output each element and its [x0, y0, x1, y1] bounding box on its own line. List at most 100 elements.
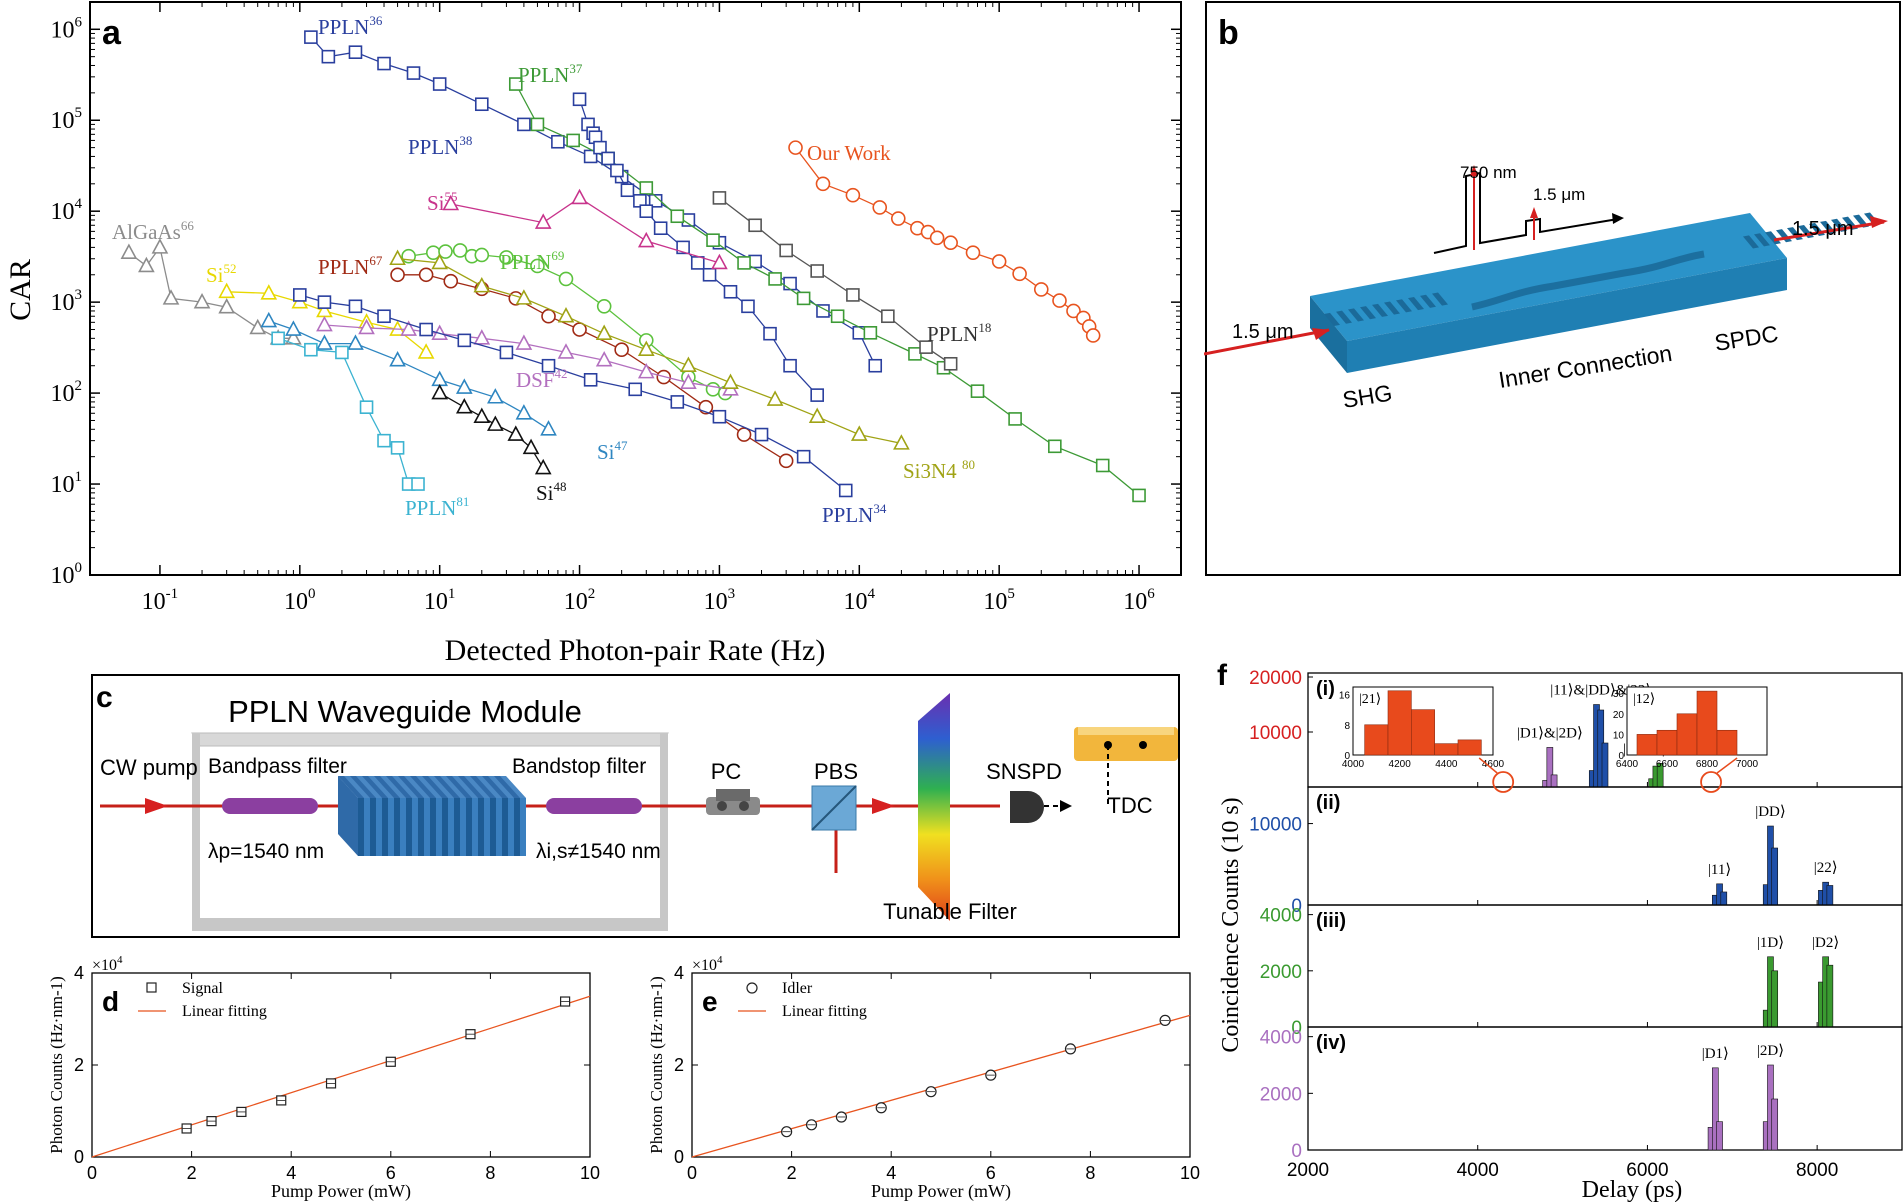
data-point	[321, 49, 336, 64]
peak-label: |11⟩	[1708, 862, 1731, 878]
zoom-marker-12	[1700, 771, 1722, 793]
data-point	[377, 309, 391, 324]
data-point	[991, 254, 1007, 269]
y-tick-label: 0	[74, 1147, 84, 1167]
inset-bar	[1636, 734, 1658, 756]
data-point	[768, 272, 782, 286]
data-point	[515, 289, 533, 305]
data-point	[639, 204, 654, 218]
y-tick-label: 103	[51, 287, 83, 316]
series-algaas66	[120, 238, 302, 345]
series-ppln34	[293, 288, 853, 498]
bandpass-filter	[222, 798, 318, 814]
inset-x-tick: 7000	[1736, 759, 1759, 770]
x-tick-label: 106	[1123, 586, 1155, 615]
inset-y-tick: 16	[1339, 691, 1351, 702]
label-input-wavelength: 1.5 μm	[1232, 321, 1294, 343]
data-point	[706, 233, 720, 247]
data-point	[455, 378, 473, 394]
legend-marker-label: Idler	[782, 980, 813, 997]
tdc-box	[1074, 727, 1178, 761]
data-point	[540, 420, 557, 436]
histogram-bar	[1712, 1067, 1719, 1151]
data-point	[810, 388, 824, 402]
panel-label-f: f	[1217, 659, 1228, 692]
x-tick-label: 4	[886, 1163, 896, 1183]
panel-label-a: a	[102, 14, 122, 52]
data-point	[359, 400, 374, 414]
peak-label: |2D⟩	[1757, 1043, 1784, 1059]
inset-bar	[1434, 743, 1459, 756]
inset-histogram: 6400 6600 6800 7000 0 10 20 30 |12⟩	[1613, 686, 1768, 770]
y-tick-label: 104	[51, 196, 83, 225]
inset-x-tick: 4200	[1389, 759, 1412, 770]
data-point	[712, 191, 727, 205]
y-tick-label: 106	[51, 14, 83, 43]
data-point	[1066, 303, 1081, 319]
data-point	[120, 243, 138, 259]
data-point	[778, 453, 794, 469]
data-point	[676, 240, 690, 255]
data-point	[260, 311, 278, 328]
y-tick-label: 2	[674, 1055, 684, 1075]
y-tick-label: 20000	[1249, 668, 1302, 689]
data-point	[534, 458, 552, 475]
peak-label: |D1⟩&|2D⟩	[1517, 725, 1583, 741]
y-axis-label: CAR	[4, 259, 37, 321]
series-ppln38	[572, 92, 824, 402]
data-point	[347, 334, 364, 350]
x-tick-label: 2000	[1287, 1160, 1329, 1181]
ppln-crystal	[338, 776, 526, 856]
zoom-marker-21	[1492, 771, 1515, 793]
data-point	[628, 382, 643, 397]
inset-bar	[1656, 729, 1678, 756]
x-tick-label: 4000	[1457, 1160, 1499, 1181]
data-point	[610, 163, 624, 178]
x-axis-label: Pump Power (mW)	[271, 1181, 411, 1202]
data-point	[680, 356, 697, 373]
data-point	[455, 397, 473, 414]
y-tick-label: 10000	[1249, 815, 1302, 836]
input-beam	[1204, 328, 1330, 356]
label-lambda-p: λp=1540 nm	[208, 840, 324, 863]
inset-bar	[1676, 713, 1698, 756]
snspd-detector	[1010, 791, 1044, 823]
inset-x-tick: 6600	[1656, 759, 1679, 770]
data-point	[846, 288, 860, 302]
data-point	[965, 245, 981, 260]
data-point	[432, 77, 447, 91]
inset-x-tick: 4400	[1435, 759, 1458, 770]
y-axis-label: Photon Counts (Hz·nm-1)	[47, 976, 66, 1154]
label-output-wavelength: 1.5 μm	[1792, 218, 1854, 240]
series-ppln81	[271, 331, 425, 491]
data-point	[690, 256, 705, 270]
y-tick-label: 0	[1291, 1018, 1302, 1039]
legend-line-label: Linear fitting	[782, 1003, 867, 1020]
data-point	[473, 276, 491, 293]
inset-y-tick: 30	[1613, 689, 1625, 700]
data-point	[522, 438, 540, 455]
y-multiplier: ×104	[92, 955, 123, 974]
data-point	[1048, 439, 1062, 454]
data-point	[138, 256, 155, 273]
data-point	[317, 295, 332, 309]
panel-e-chart: e 0 2 4 6 8 10 0 2 4 ×104 Pump Power (mW) Photon Cou…	[647, 955, 1200, 1202]
label-snspd: SNSPD	[986, 759, 1062, 784]
data-point	[810, 264, 824, 278]
annotation-ppln81: PPLN81	[405, 494, 469, 520]
data-point	[595, 351, 613, 367]
annotation-ppln67: PPLN67	[318, 253, 383, 279]
data-point	[487, 415, 504, 431]
peak-label: |11⟩&|DD⟩&|22⟩	[1550, 683, 1651, 699]
data-point	[943, 356, 958, 371]
data-point	[712, 409, 727, 424]
data-point	[748, 218, 762, 233]
x-tick-label: 6	[986, 1163, 996, 1183]
data-point	[316, 334, 333, 350]
waveguide-chip	[1310, 212, 1880, 373]
data-point	[711, 253, 728, 270]
data-point	[162, 289, 180, 305]
histogram-bar	[1826, 964, 1834, 1028]
data-point	[783, 276, 797, 291]
data-point	[389, 249, 406, 266]
